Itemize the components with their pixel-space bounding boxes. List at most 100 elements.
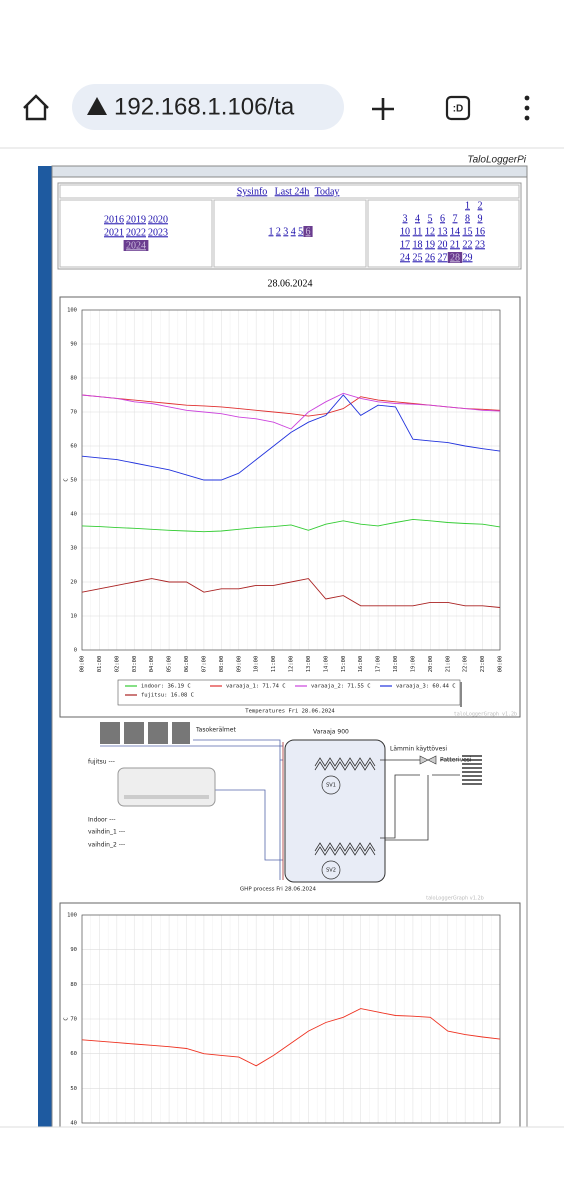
legend [117,679,461,706]
y-tick-label: 100 [67,913,77,919]
tab-switcher[interactable] [445,95,471,121]
day-link[interactable]: 5 [428,213,433,224]
y-tick-label: 80 [70,982,77,988]
day-link[interactable]: 19 [425,239,435,250]
day-link[interactable]: 23 [475,239,485,250]
x-tick-label: 03:00 [132,656,138,673]
x-tick-label: 11:00 [271,656,277,673]
day-link[interactable]: 12 [425,226,435,237]
legend-label: indoor: 36.19 C [141,684,191,690]
diagram: Tasokerälmet Varaaja 900 Lämmin käyttöve… [88,722,484,902]
home-button[interactable] [23,94,49,121]
day-link[interactable]: 11 [413,226,423,237]
nav-link[interactable]: Last 24h [275,186,310,197]
day-link[interactable]: 9 [478,213,483,224]
year-link[interactable]: 2021 [104,227,124,238]
watermark: taloLoggerGraph v1.2b [426,896,484,902]
day-link[interactable]: 3 [403,213,408,224]
day-link[interactable]: 21 [450,239,460,250]
series-line [81,392,501,430]
legend-label: varaaja_2: 71.55 C [311,684,371,690]
fujitsu-label: fujitsu --- [88,759,115,766]
y-tick-label: 0 [74,648,77,654]
menu-button[interactable] [524,95,530,121]
mixing-valve [419,755,437,765]
day-link[interactable]: 10 [400,226,410,237]
valve-2 [321,860,341,880]
year-link[interactable]: 2024 [126,240,146,251]
day-link[interactable]: 18 [413,239,423,250]
chart-2-clip: 40 50 60 70 80 90 100 C [59,902,521,1127]
watermark: taloLoggerGraph v1.2b [454,712,517,718]
y-tick-label: 50 [70,1086,77,1092]
day-link[interactable]: 13 [438,226,448,237]
selected-highlight [303,226,313,237]
day-link[interactable]: 16 [475,226,485,237]
x-tick-label: 23:00 [480,656,486,673]
nav-link[interactable]: Sysinfo [237,186,268,197]
month-link[interactable]: 4 [291,226,296,237]
legend-shadow [460,682,462,707]
process-chart: 40 50 60 70 80 90 100 C [64,913,501,1127]
y-tick-label: 40 [70,512,77,518]
year-link[interactable]: 2023 [148,227,168,238]
legend-label: varaaja_1: 71.74 C [226,684,286,690]
year-link[interactable]: 2022 [126,227,146,238]
month-link[interactable]: 3 [283,226,288,237]
year-link[interactable]: 2016 [104,214,124,225]
chart-title: Temperatures Fri 28.06.2024 [245,709,335,715]
y-tick-label: 60 [70,444,77,450]
day-link[interactable]: 2 [478,200,483,211]
chart-frame [59,902,521,1127]
url-text: 192.168.1.106/ta [114,93,295,120]
day-link[interactable]: 26 [425,252,435,263]
day-link[interactable]: 1 [465,200,470,211]
date: 28.06.2024 [268,278,313,289]
coil-2 [314,842,376,856]
days-cell [367,199,520,268]
y-tick-label: 80 [70,376,77,382]
x-tick-label: 12:00 [289,656,295,673]
radiator-label: Patterivesi [440,757,472,764]
url-bar[interactable] [72,84,344,130]
day-link[interactable]: 7 [453,213,458,224]
day-link[interactable]: 28 [450,252,460,263]
day-link[interactable]: 27 [438,252,448,263]
day-link[interactable]: 29 [463,252,473,263]
day-link[interactable]: 17 [400,239,410,250]
day-link[interactable]: 20 [438,239,448,250]
y-tick-label: 70 [70,1017,77,1023]
day-link[interactable]: 25 [413,252,423,263]
day-link[interactable]: 22 [463,239,473,250]
series-line [81,394,501,481]
y-tick-label: 60 [70,1051,77,1057]
month-link[interactable]: 2 [276,226,281,237]
day-link[interactable]: 24 [400,252,410,263]
day-link[interactable]: 14 [450,226,460,237]
header-strip [51,165,528,178]
y-tick-label: 30 [70,546,77,552]
valve-1-label: SV1 [326,783,336,789]
months-cell [213,199,367,268]
years-cell [59,199,213,268]
year-link[interactable]: 2020 [148,214,168,225]
pipes [100,739,283,880]
heat-pump-vent [124,795,209,799]
x-tick-label: 20:00 [428,656,434,673]
day-link[interactable]: 6 [440,213,445,224]
year-link[interactable]: 2019 [126,214,146,225]
day-link[interactable]: 4 [415,213,420,224]
new-tab-button[interactable] [372,98,394,120]
day-link[interactable]: 15 [463,226,473,237]
month-link[interactable]: 6 [306,226,311,237]
month-link[interactable]: 1 [269,226,274,237]
nav-link[interactable]: Today [315,186,340,197]
month-link[interactable]: 5 [298,226,303,237]
exchanger-1-label: vaihdin_1 --- [88,829,125,836]
day-link[interactable]: 8 [465,213,470,224]
warning-icon [87,97,107,115]
nav-table [57,182,522,270]
x-tick-label: 14:00 [323,656,329,673]
y-tick-label: 90 [70,342,77,348]
